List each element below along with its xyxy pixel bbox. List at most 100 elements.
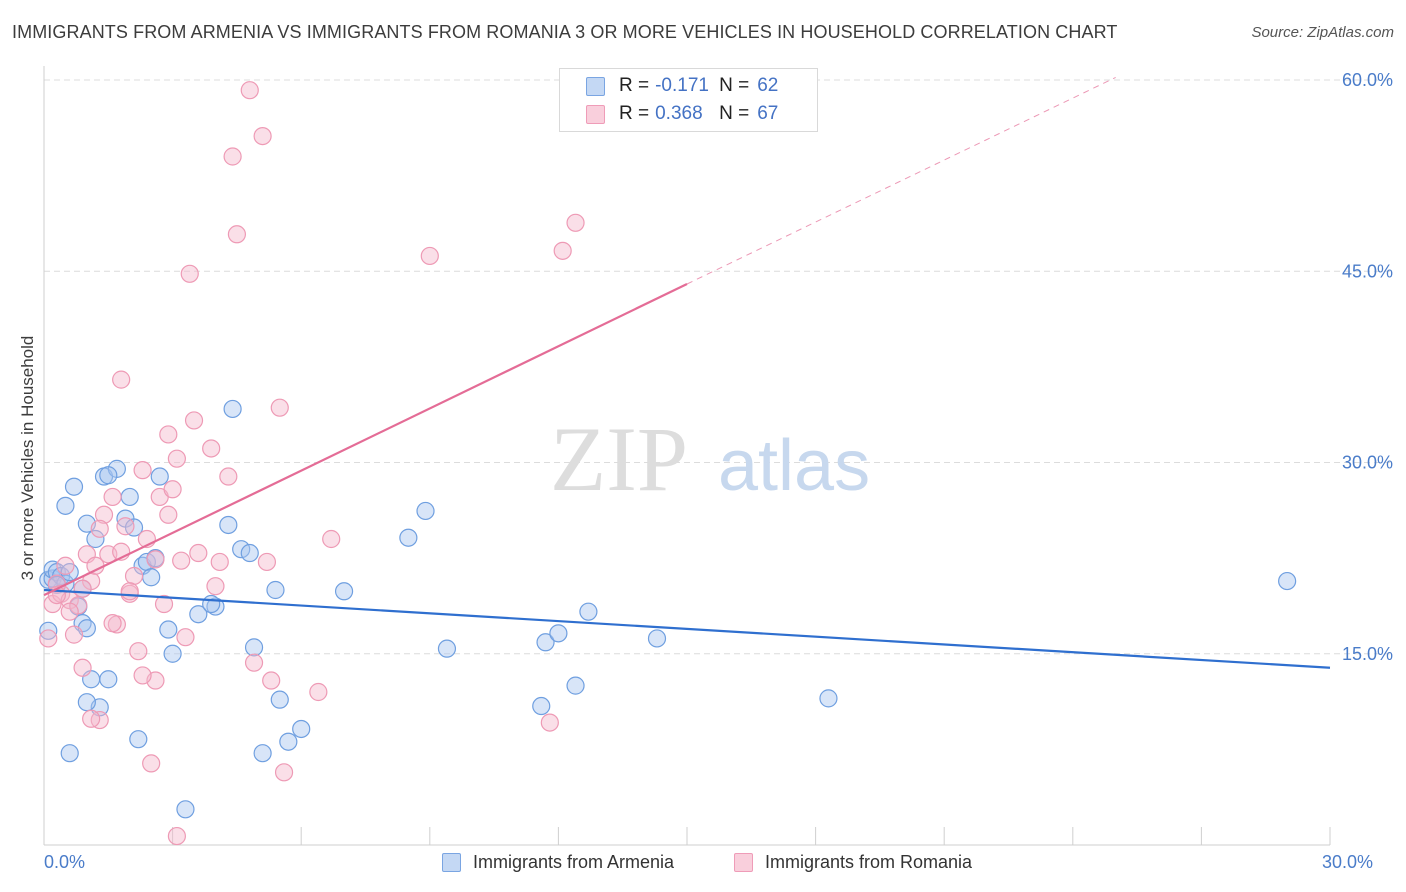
romania-point <box>210 552 229 572</box>
romania-point <box>82 709 101 728</box>
correlation-legend: R = -0.171 N = 62 R = 0.368 N = 67 <box>559 68 818 132</box>
romania-point <box>257 552 277 572</box>
y-tick-label: 30.0% <box>1342 453 1393 473</box>
armenia-point <box>549 624 568 643</box>
trend-lines <box>43 76 1331 669</box>
legend-n-value-armenia: 62 <box>757 75 779 96</box>
romania-point <box>94 505 114 524</box>
romania-point <box>420 246 439 266</box>
axes <box>43 66 1331 846</box>
armenia-trend-line <box>43 588 1331 669</box>
romania-point <box>202 439 221 458</box>
legend-row-romania: R = 0.368 N = 67 <box>586 102 778 126</box>
romania-point <box>146 550 165 569</box>
romania-point <box>184 411 204 430</box>
armenia-point <box>163 644 182 663</box>
grid-lines <box>44 79 1392 655</box>
series-legend: Immigrants from Armenia Immigrants from … <box>0 852 1406 876</box>
romania-point <box>553 241 572 260</box>
romania-point <box>73 658 92 677</box>
romania-point <box>219 467 238 486</box>
romania-point <box>159 425 178 444</box>
romania-point <box>159 505 178 524</box>
romania-point <box>56 556 75 575</box>
legend-r-label: R = <box>619 103 650 124</box>
armenia-point <box>219 515 238 535</box>
romania-point <box>142 754 161 773</box>
romania-point <box>322 529 341 549</box>
romania-point <box>103 614 122 633</box>
series-legend-swatch-romania <box>734 853 753 872</box>
romania-trend-line-extrapolated <box>686 76 1116 285</box>
armenia-point <box>240 543 259 563</box>
chart-source: Source: ZipAtlas.com <box>1251 24 1394 41</box>
armenia-point <box>253 744 272 763</box>
legend-row-armenia: R = -0.171 N = 62 <box>586 74 778 98</box>
series-legend-armenia: Immigrants from Armenia <box>442 852 674 873</box>
romania-point <box>129 642 148 661</box>
series-legend-romania: Immigrants from Romania <box>734 852 972 873</box>
armenia-point <box>536 633 555 652</box>
armenia-point <box>150 467 169 486</box>
romania-point <box>103 487 122 507</box>
armenia-point <box>77 693 96 712</box>
romania-point <box>262 671 281 690</box>
armenia-point <box>64 477 84 496</box>
armenia-point <box>176 800 195 819</box>
romania-point <box>566 213 585 232</box>
data-points <box>39 81 1297 846</box>
watermark-atlas: atlas <box>718 426 870 506</box>
legend-n-label: N = <box>719 103 750 124</box>
armenia-point <box>232 540 251 559</box>
romania-point <box>133 461 152 480</box>
armenia-point <box>266 580 285 600</box>
armenia-point <box>39 621 58 640</box>
armenia-point <box>86 529 105 549</box>
romania-point <box>253 127 272 146</box>
armenia-point <box>99 466 118 485</box>
romania-point <box>90 519 109 538</box>
armenia-point <box>270 690 289 709</box>
romania-point <box>112 370 131 389</box>
legend-n-value-romania: 67 <box>757 103 779 124</box>
legend-swatch-romania <box>586 104 605 124</box>
armenia-point <box>129 730 148 749</box>
romania-point <box>163 480 182 499</box>
armenia-point <box>120 487 139 507</box>
armenia-point <box>1278 571 1297 591</box>
romania-point <box>64 625 84 644</box>
armenia-point <box>416 501 435 521</box>
armenia-point <box>223 399 242 419</box>
romania-point <box>274 763 294 782</box>
armenia-point <box>99 670 118 689</box>
romania-point <box>154 594 174 614</box>
x-tick-label-min: 0.0% <box>44 852 86 872</box>
romania-trend-line <box>43 283 688 597</box>
armenia-point <box>819 689 838 708</box>
romania-point <box>227 225 246 244</box>
armenia-point <box>189 605 208 624</box>
legend-r-label: R = <box>619 75 650 96</box>
romania-point <box>60 602 79 621</box>
armenia-point <box>159 620 178 639</box>
romania-point <box>240 81 259 100</box>
watermark-zip: ZIP <box>550 408 688 510</box>
romania-point <box>133 666 152 685</box>
romania-point <box>73 579 92 598</box>
legend-n-label: N = <box>719 75 750 96</box>
x-tick-label-max: 30.0% <box>1322 852 1374 872</box>
romania-point <box>309 682 328 702</box>
romania-point <box>189 543 208 563</box>
romania-point <box>206 577 225 596</box>
armenia-point <box>399 528 418 547</box>
romania-point <box>124 566 144 586</box>
romania-point <box>244 653 264 672</box>
armenia-point <box>202 594 221 614</box>
series-legend-label-armenia: Immigrants from Armenia <box>473 852 675 872</box>
armenia-point <box>56 496 75 515</box>
series-legend-swatch-armenia <box>442 853 461 872</box>
armenia-point <box>532 696 551 716</box>
chart-title: IMMIGRANTS FROM ARMENIA VS IMMIGRANTS FR… <box>12 22 1118 42</box>
romania-point <box>167 449 186 468</box>
